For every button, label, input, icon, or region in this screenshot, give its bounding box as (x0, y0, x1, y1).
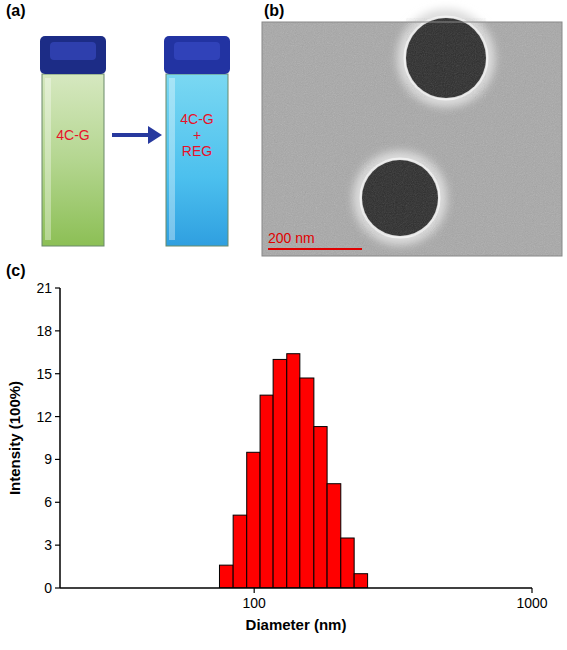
cuvette-cap-shine (50, 42, 96, 60)
y-tick-label: 12 (36, 409, 52, 425)
y-tick (55, 416, 60, 417)
cuvette-cap (40, 36, 106, 74)
y-tick (55, 545, 60, 546)
particle (406, 18, 486, 98)
y-tick (55, 502, 60, 503)
panel-label: (c) (6, 262, 26, 279)
x-axis-title: Diameter (nm) (246, 616, 347, 633)
particle-ring (361, 159, 440, 238)
particle-ring (405, 17, 488, 100)
histogram-bar (233, 515, 247, 588)
scale-bar (268, 248, 362, 250)
histogram-bar (247, 452, 260, 588)
cuvette-liquid (166, 74, 228, 246)
cuvette-label: 4C-G (56, 127, 89, 143)
cuvette: 4C-G+REG (164, 36, 230, 246)
particle-texture (406, 18, 486, 98)
cuvette-cap-shine (174, 42, 220, 60)
cuvette-shine (169, 78, 175, 240)
y-tick-label: 15 (36, 366, 52, 382)
y-tick (55, 459, 60, 460)
particle-texture (362, 160, 438, 236)
y-axis (59, 288, 61, 588)
y-tick (55, 587, 60, 588)
x-axis (60, 587, 532, 589)
histogram-bar (287, 354, 300, 588)
y-tick (55, 287, 60, 288)
histogram-bar (300, 378, 314, 588)
y-tick-label: 18 (36, 323, 52, 339)
cuvette-label: 4C-G (180, 111, 213, 127)
panel-label: (b) (264, 2, 284, 19)
y-tick-label: 3 (44, 537, 52, 553)
histogram-bar (314, 427, 327, 588)
histogram-bar (273, 359, 287, 588)
cuvette-label: REG (182, 143, 212, 159)
y-tick-label: 21 (36, 280, 52, 296)
x-tick (254, 588, 255, 593)
y-tick (55, 373, 60, 374)
cuvette: 4C-G (40, 36, 106, 246)
particle (362, 160, 438, 236)
particle-halo (397, 9, 495, 107)
bars (219, 354, 367, 588)
y-tick-label: 0 (44, 580, 52, 596)
y-tick-label: 6 (44, 494, 52, 510)
histogram-bar (219, 565, 233, 588)
panel-label: (a) (6, 2, 26, 19)
y-axis-title: Intensity (100%) (6, 381, 23, 495)
cuvette-label: + (193, 127, 201, 143)
x-tick-label: 100 (243, 595, 267, 611)
cuvette-liquid (42, 74, 104, 246)
tem-frame (262, 22, 562, 256)
scale-bar-label: 200 nm (268, 230, 315, 246)
y-tick-label: 9 (44, 451, 52, 467)
x-tick (531, 588, 532, 593)
x-tick-label: 1000 (516, 595, 547, 611)
figure: (a)4C-G4C-G+REG(b)200 nm(c)0369121518211… (0, 0, 567, 650)
y-tick (55, 330, 60, 331)
arrow-shaft (112, 133, 150, 137)
histogram-bar (341, 538, 354, 588)
arrow-head (148, 126, 162, 144)
histogram-bar (354, 574, 367, 588)
particle-halo (353, 151, 447, 245)
histogram-bar (260, 395, 273, 588)
cuvette-cap (164, 36, 230, 74)
cuvette-shine (45, 78, 51, 240)
histogram-bar (327, 484, 341, 588)
